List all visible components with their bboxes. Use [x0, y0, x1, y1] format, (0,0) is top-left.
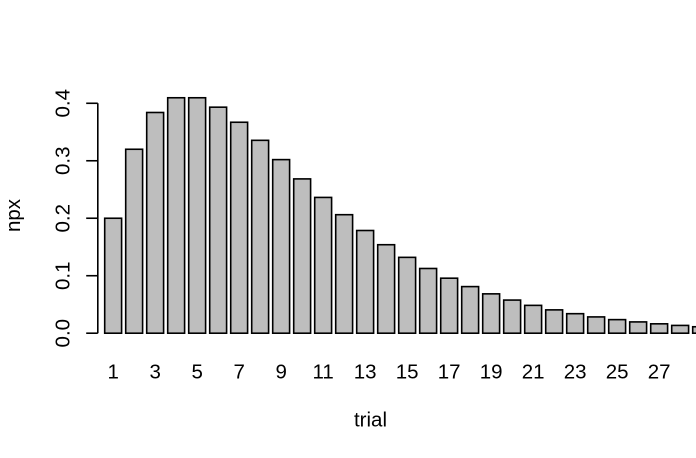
svg-text:15: 15	[396, 361, 419, 384]
svg-text:0.0: 0.0	[52, 319, 75, 348]
svg-text:0.2: 0.2	[52, 204, 75, 233]
svg-text:1: 1	[107, 361, 118, 384]
svg-text:13: 13	[354, 361, 377, 384]
svg-text:0.4: 0.4	[52, 89, 75, 118]
svg-text:17: 17	[438, 361, 461, 384]
svg-text:19: 19	[480, 361, 503, 384]
svg-text:3: 3	[149, 361, 160, 384]
svg-text:npx: npx	[2, 198, 25, 232]
svg-text:0.1: 0.1	[52, 261, 75, 290]
svg-text:21: 21	[522, 361, 545, 384]
svg-text:7: 7	[233, 361, 244, 384]
svg-text:0.3: 0.3	[52, 147, 75, 176]
svg-text:27: 27	[648, 361, 671, 384]
svg-text:23: 23	[564, 361, 587, 384]
svg-text:5: 5	[191, 361, 202, 384]
svg-text:trial: trial	[354, 409, 387, 432]
svg-text:25: 25	[606, 361, 629, 384]
svg-text:9: 9	[275, 361, 286, 384]
svg-text:11: 11	[313, 361, 334, 384]
